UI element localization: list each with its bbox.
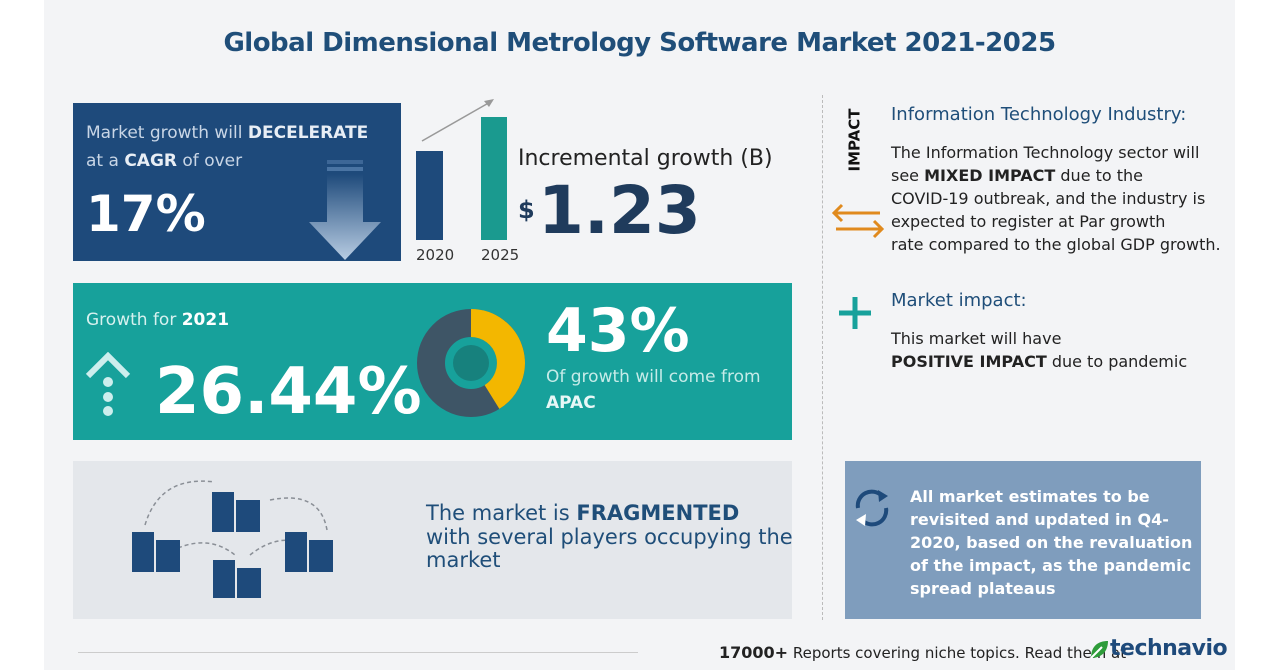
fragmented-line: market bbox=[426, 548, 501, 572]
text: The market is bbox=[426, 501, 570, 525]
fragmented-line: with several players occupying the bbox=[426, 525, 793, 549]
industry-line: COVID-19 outbreak, and the industry is bbox=[891, 189, 1206, 208]
donut-icon bbox=[417, 309, 525, 417]
year-label: 2025 bbox=[481, 246, 520, 264]
impact-heading: IMPACT bbox=[845, 108, 864, 172]
text: 2021 bbox=[181, 310, 230, 330]
notice-box bbox=[845, 461, 1201, 619]
title: Global Dimensional Metrology Software Ma… bbox=[223, 28, 1056, 58]
year-label: 2020 bbox=[416, 246, 455, 264]
cagr-line: at a CAGR of over bbox=[86, 151, 242, 171]
text: POSITIVE IMPACT bbox=[891, 352, 1047, 371]
text: see bbox=[891, 166, 920, 185]
share-text: Of growth will come from bbox=[546, 367, 761, 387]
industry-line: expected to register at Par growth bbox=[891, 212, 1166, 231]
fragmented-line: The market is FRAGMENTED bbox=[426, 501, 739, 525]
market-title: Market impact: bbox=[891, 290, 1027, 311]
incremental-label: Incremental growth (B) bbox=[518, 146, 773, 171]
cagr-value: 17% bbox=[86, 185, 206, 243]
logo-leaf bbox=[1090, 641, 1108, 659]
cagr-line: Market growth will DECELERATE bbox=[86, 123, 368, 143]
down-arrow-icon bbox=[309, 160, 381, 260]
industry-title: Information Technology Industry: bbox=[891, 104, 1187, 125]
text: MIXED IMPACT bbox=[924, 166, 1056, 185]
growth-value: 26.44% bbox=[155, 355, 422, 429]
footer-rule bbox=[78, 652, 638, 653]
incremental-value: 1.23 bbox=[538, 172, 701, 249]
industry-line: The Information Technology sector will bbox=[891, 143, 1200, 162]
growth-label: Growth for 2021 bbox=[86, 310, 229, 330]
text: due to pandemic bbox=[1051, 352, 1188, 371]
text: due to the bbox=[1060, 166, 1144, 185]
plus-icon bbox=[839, 297, 871, 329]
text: 17000+ bbox=[719, 643, 789, 662]
text: of over bbox=[182, 151, 243, 171]
notice-line: spread plateaus bbox=[910, 579, 1056, 598]
text: Growth for bbox=[86, 310, 177, 330]
currency: $ bbox=[518, 196, 535, 224]
notice-line: All market estimates to be bbox=[910, 487, 1150, 506]
text: Reports covering niche topics. Read them… bbox=[792, 644, 1127, 662]
divider bbox=[822, 95, 823, 620]
text: Market growth will bbox=[86, 123, 243, 143]
notice-line: 2020, based on the revaluation bbox=[910, 533, 1193, 552]
share-value: 43% bbox=[546, 296, 690, 366]
industry-line: see MIXED IMPACT due to the bbox=[891, 166, 1143, 185]
growth-bars-icon bbox=[416, 99, 507, 240]
industry-line: rate compared to the global GDP growth. bbox=[891, 235, 1221, 254]
text: at a bbox=[86, 151, 119, 171]
footer-text: 17000+ Reports covering niche topics. Re… bbox=[719, 643, 1126, 662]
logo-brand: technavio bbox=[1110, 636, 1228, 661]
text: DECELERATE bbox=[247, 123, 369, 143]
notice-line: revisited and updated in Q4- bbox=[910, 510, 1169, 529]
share-region: APAC bbox=[546, 393, 596, 413]
fragmented-box bbox=[73, 461, 792, 619]
market-line: This market will have bbox=[891, 329, 1062, 348]
mixed-arrows-icon bbox=[831, 203, 885, 239]
text: CAGR bbox=[124, 151, 177, 171]
notice-line: of the impact, as the pandemic bbox=[910, 556, 1192, 575]
text: FRAGMENTED bbox=[576, 501, 740, 525]
up-icon bbox=[85, 352, 131, 416]
buildings-icon bbox=[132, 480, 333, 598]
market-line: POSITIVE IMPACT due to pandemic bbox=[891, 352, 1187, 371]
refresh-icon bbox=[855, 489, 889, 527]
